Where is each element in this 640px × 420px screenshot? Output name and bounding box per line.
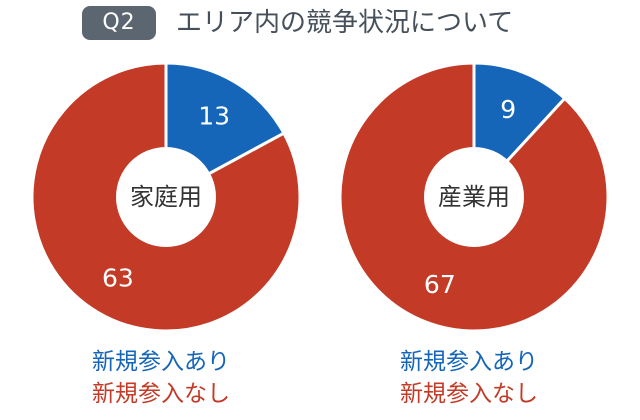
donut-hole (424, 147, 524, 247)
slice-value-label: 63 (102, 263, 134, 292)
question-badge: Q2 (82, 6, 156, 40)
legend-entry-yes: 新規参入あり (92, 349, 230, 375)
slice-value-label: 9 (500, 95, 516, 124)
donut-center-label: 家庭用 (130, 183, 202, 211)
donut-hole (116, 147, 216, 247)
legend-household: 新規参入あり 新規参入なし (92, 346, 230, 410)
legend-entry-no: 新規参入なし (92, 381, 230, 407)
slice-value-label: 13 (198, 102, 230, 131)
page-title: エリア内の競争状況について (176, 8, 514, 38)
donut-household: 13 63 家庭用 (30, 61, 302, 333)
donut-industrial: 9 67 産業用 (338, 61, 610, 333)
donut-center-label: 産業用 (438, 183, 510, 211)
legend-entry-yes: 新規参入あり (400, 349, 538, 375)
slice-value-label: 67 (424, 270, 456, 299)
legend-industrial: 新規参入あり 新規参入なし (400, 346, 538, 410)
legend-entry-no: 新規参入なし (400, 381, 538, 407)
